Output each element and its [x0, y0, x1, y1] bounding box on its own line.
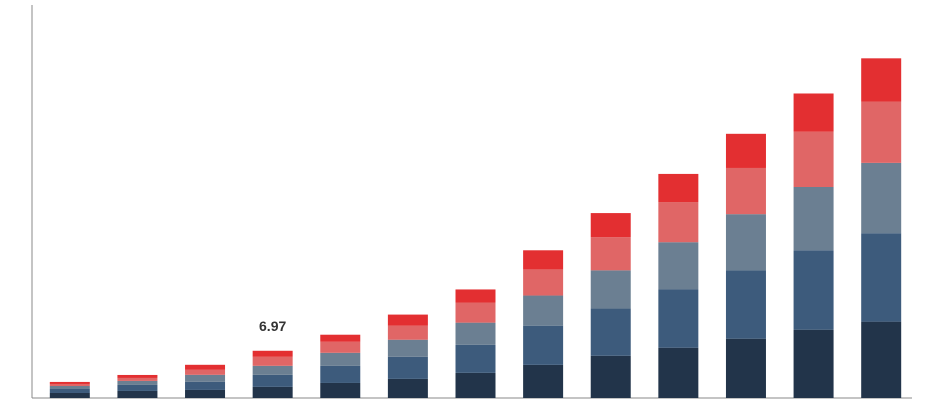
bar-segment [658, 289, 699, 348]
bar-segment [117, 377, 158, 381]
bar-segment [523, 364, 564, 398]
bar-segment [320, 334, 361, 342]
bar-segment [117, 390, 158, 398]
bar-segment [252, 350, 293, 357]
bar-segment [455, 372, 496, 398]
bar-segment [590, 355, 631, 398]
bar-segment [117, 380, 158, 385]
bar-segment [793, 93, 834, 132]
bar-segment [523, 295, 564, 326]
bar-segment [320, 352, 361, 366]
bar-segment [861, 162, 902, 234]
bar-segment [725, 214, 766, 271]
bar-segment [49, 381, 90, 384]
bar-segment [793, 329, 834, 398]
bar-segment [590, 213, 631, 238]
bar-segment [252, 365, 293, 375]
bar-segment [658, 347, 699, 398]
bar-segment [185, 389, 226, 398]
bar-segment [861, 233, 902, 322]
bar-segment [725, 167, 766, 215]
bar-segment [590, 237, 631, 271]
bar-segment [252, 356, 293, 366]
bar-segment [455, 322, 496, 345]
total-label: 6.97 [259, 318, 286, 334]
bar-segment [387, 339, 428, 357]
bar-segment [725, 338, 766, 398]
bar-segment [185, 374, 226, 382]
bar-segment [793, 131, 834, 187]
bar-segment [861, 101, 902, 163]
bar-segment [590, 270, 631, 309]
bar-segment [455, 344, 496, 373]
bar-segment [861, 58, 902, 102]
bar-segment [523, 269, 564, 296]
bar-segment [658, 202, 699, 243]
bar-segment [49, 383, 90, 387]
bar-segment [320, 341, 361, 353]
bar-segment [320, 382, 361, 398]
bar-segment [725, 133, 766, 168]
bar-segment [387, 325, 428, 340]
bar-segment [49, 388, 90, 393]
bar-segment [387, 378, 428, 398]
bar-segment [117, 384, 158, 391]
bar-segment [590, 308, 631, 356]
bar-segment [861, 321, 902, 398]
bar-segment [117, 374, 158, 378]
bar-segment [252, 386, 293, 398]
bar-segment [320, 365, 361, 383]
bar-segment [658, 242, 699, 290]
bar-segment [523, 250, 564, 270]
bar-segment [793, 186, 834, 251]
bar-segment [725, 270, 766, 339]
bar-segment [49, 386, 90, 389]
bar-segment [185, 369, 226, 375]
bar-segment [185, 381, 226, 390]
bar-segment [387, 356, 428, 379]
bar-segment [658, 173, 699, 203]
bar-segment [49, 392, 90, 398]
bar-segment [252, 374, 293, 387]
bar-segment [387, 314, 428, 326]
bar-segment [793, 250, 834, 330]
bar-segment [455, 289, 496, 303]
bar-segment [455, 302, 496, 323]
bar-segment [185, 364, 226, 370]
bar-segment [523, 325, 564, 365]
